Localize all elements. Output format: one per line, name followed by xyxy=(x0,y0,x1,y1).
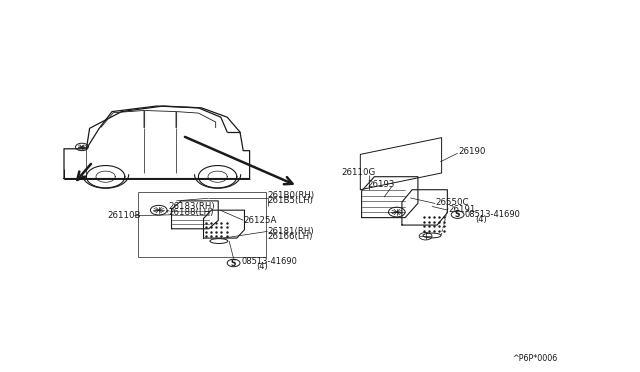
Text: 08513-41690: 08513-41690 xyxy=(242,257,298,266)
Text: (4): (4) xyxy=(475,215,486,224)
Text: 26125A: 26125A xyxy=(244,216,277,225)
Text: 26193: 26193 xyxy=(367,180,395,189)
Text: 26110B: 26110B xyxy=(108,211,141,220)
Text: 26181(RH): 26181(RH) xyxy=(268,227,314,236)
Text: 26183(RH): 26183(RH) xyxy=(168,202,215,211)
Text: ^P6P*0006: ^P6P*0006 xyxy=(512,355,557,363)
Text: 26166(LH): 26166(LH) xyxy=(268,232,313,241)
Text: (4): (4) xyxy=(256,262,268,271)
Text: 26110G: 26110G xyxy=(342,169,376,177)
Text: 26188(LH): 26188(LH) xyxy=(168,208,214,217)
Text: S: S xyxy=(231,259,236,267)
Text: 261B0(RH): 261B0(RH) xyxy=(268,191,315,200)
Text: 26550C: 26550C xyxy=(436,198,469,207)
Text: 08513-41690: 08513-41690 xyxy=(465,210,520,219)
Text: 26191: 26191 xyxy=(448,205,476,214)
Text: 26190: 26190 xyxy=(458,147,486,156)
Text: 261B5(LH): 261B5(LH) xyxy=(268,196,314,205)
Text: S: S xyxy=(455,210,460,219)
